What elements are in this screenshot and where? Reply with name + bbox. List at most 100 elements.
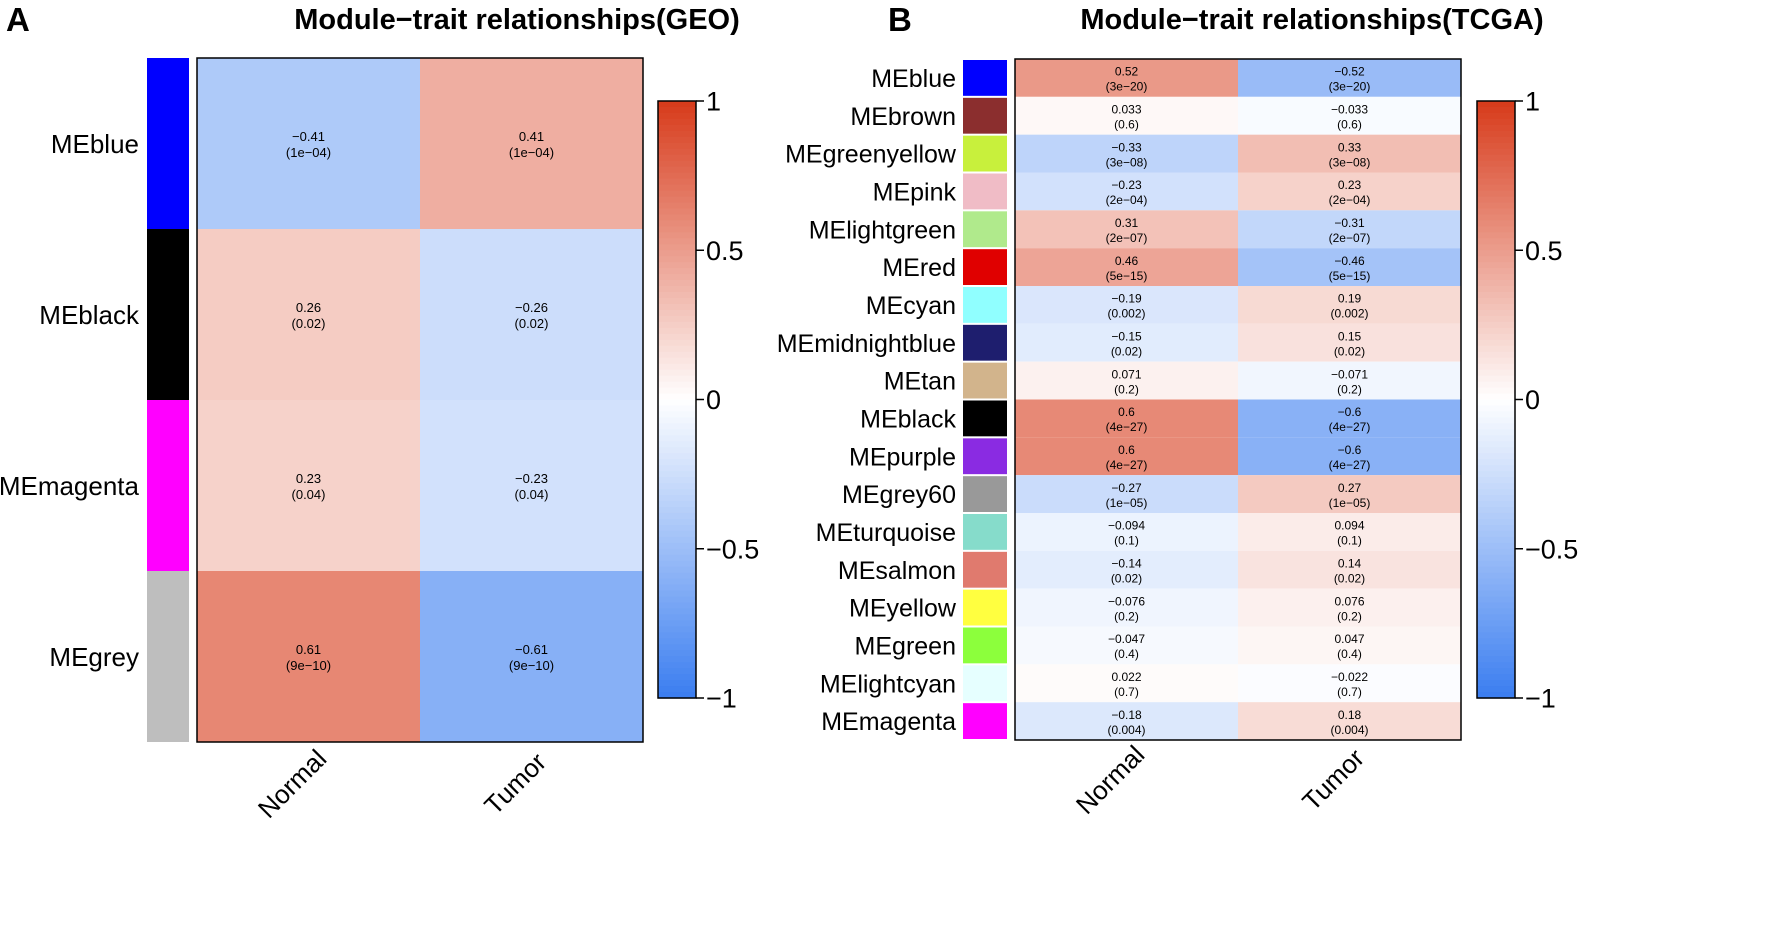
legend-gradient-segment (658, 345, 696, 353)
legend-gradient-segment (658, 220, 696, 227)
legend-gradient-segment (658, 244, 696, 251)
legend-gradient-segment (1477, 560, 1515, 568)
heatmap-cell (1238, 550, 1461, 589)
legend-gradient-segment (658, 608, 696, 616)
legend-gradient-segment (658, 489, 696, 496)
legend-gradient-segment (658, 500, 696, 508)
heatmap-border (1014, 58, 1462, 741)
heatmap-cell (1238, 96, 1461, 135)
legend-gradient-segment (1477, 495, 1515, 502)
legend-gradient-segment (658, 614, 696, 621)
legend-gradient-segment (658, 590, 696, 598)
module-color-swatch (963, 211, 1007, 248)
cell-pvalue-label: (0.1) (1114, 534, 1139, 548)
legend-gradient-segment (1477, 393, 1515, 401)
legend-gradient-segment (658, 668, 696, 675)
legend-gradient-segment (658, 471, 696, 478)
legend-gradient-segment (658, 518, 696, 526)
cell-pvalue-label: (0.2) (1114, 609, 1139, 623)
legend-gradient-segment (658, 417, 696, 424)
legend-gradient-segment (658, 453, 696, 460)
legend-gradient-segment (1477, 268, 1515, 275)
legend-tick-label: −1 (706, 684, 737, 714)
legend-tick-label: 0.5 (706, 236, 744, 266)
cell-correlation-label: −0.094 (1108, 519, 1145, 533)
heatmap-cell (1015, 172, 1238, 211)
legend-gradient-segment (658, 339, 696, 347)
legend-gradient-segment (658, 542, 696, 550)
legend-gradient-segment (658, 686, 696, 693)
module-label: MEmidnightblue (777, 330, 956, 358)
legend-gradient-segment (658, 154, 696, 162)
cell-pvalue-label: (0.02) (1111, 572, 1142, 586)
legend-gradient-segment (658, 662, 696, 669)
cell-correlation-label: −0.14 (1111, 557, 1142, 571)
cell-correlation-label: −0.6 (1338, 443, 1362, 457)
cell-correlation-label: −0.26 (515, 300, 548, 315)
heatmap-border (196, 57, 644, 743)
heatmap-cell (1238, 626, 1461, 665)
cell-correlation-label: −0.19 (1111, 292, 1142, 306)
cell-correlation-label: 0.31 (1115, 216, 1139, 230)
legend-gradient-segment (1477, 650, 1515, 657)
module-color-swatch (963, 551, 1007, 588)
module-label: MEblack (860, 405, 956, 433)
legend-gradient-segment (1477, 363, 1515, 371)
legend-gradient-segment (1477, 232, 1515, 239)
cell-pvalue-label: (0.7) (1114, 685, 1139, 699)
heatmap-cell (1015, 475, 1238, 513)
cell-pvalue-label: (0.02) (1334, 345, 1365, 359)
heatmap-cell (1015, 134, 1238, 173)
legend-gradient-segment (658, 292, 696, 299)
heatmap-cell (1015, 210, 1238, 249)
legend-gradient-segment (658, 118, 696, 126)
legend-gradient-segment (658, 303, 696, 311)
legend-tick-label: 1 (1525, 87, 1540, 117)
cell-pvalue-label: (0.04) (292, 487, 326, 502)
legend-gradient-segment (1477, 578, 1515, 586)
legend-gradient-segment (1477, 453, 1515, 460)
legend-gradient-segment (658, 160, 696, 168)
legend-gradient-segment (1477, 518, 1515, 526)
cell-pvalue-label: (3e−08) (1106, 155, 1148, 169)
cell-correlation-label: 0.52 (1115, 65, 1139, 79)
legend-gradient-segment (1477, 483, 1515, 490)
heatmap-cell (1238, 210, 1461, 249)
heatmap-cell (1015, 248, 1238, 286)
cell-correlation-label: 0.18 (1338, 708, 1362, 722)
module-color-swatch (963, 173, 1007, 210)
cell-correlation-label: −0.076 (1108, 594, 1145, 608)
legend-gradient-segment (658, 112, 696, 120)
legend-gradient-segment (658, 584, 696, 592)
legend-gradient-segment (1477, 262, 1515, 269)
legend-gradient-segment (1477, 536, 1515, 544)
legend-gradient-segment (1477, 584, 1515, 592)
legend-gradient-segment (658, 298, 696, 305)
heatmap-cell (1238, 323, 1461, 362)
module-label: MEturquoise (816, 519, 956, 547)
cell-pvalue-label: (1e−05) (1329, 496, 1371, 510)
legend-gradient-segment (658, 333, 696, 341)
legend-gradient-segment (1477, 435, 1515, 442)
module-color-swatch (147, 58, 189, 229)
legend-gradient-segment (658, 202, 696, 210)
cell-correlation-label: 0.41 (519, 129, 544, 144)
legend-gradient-segment (658, 136, 696, 144)
heatmap-cell (1015, 550, 1238, 589)
legend-gradient-segment (1477, 292, 1515, 299)
legend-gradient-segment (1477, 256, 1515, 263)
legend-gradient-segment (658, 208, 696, 216)
legend-tick-label: −0.5 (706, 534, 759, 564)
legend-gradient-segment (658, 357, 696, 365)
cell-pvalue-label: (1e−04) (509, 145, 554, 160)
legend-gradient-segment (658, 530, 696, 538)
cell-correlation-label: 0.27 (1338, 481, 1362, 495)
legend-gradient-segment (1477, 220, 1515, 227)
legend-tick-label: 0.5 (1525, 236, 1563, 266)
legend-gradient-segment (658, 441, 696, 448)
heatmap-cell (1238, 588, 1461, 627)
cell-pvalue-label: (3e−20) (1329, 80, 1371, 94)
legend-gradient-segment (658, 638, 696, 645)
legend-gradient-segment (1477, 357, 1515, 365)
